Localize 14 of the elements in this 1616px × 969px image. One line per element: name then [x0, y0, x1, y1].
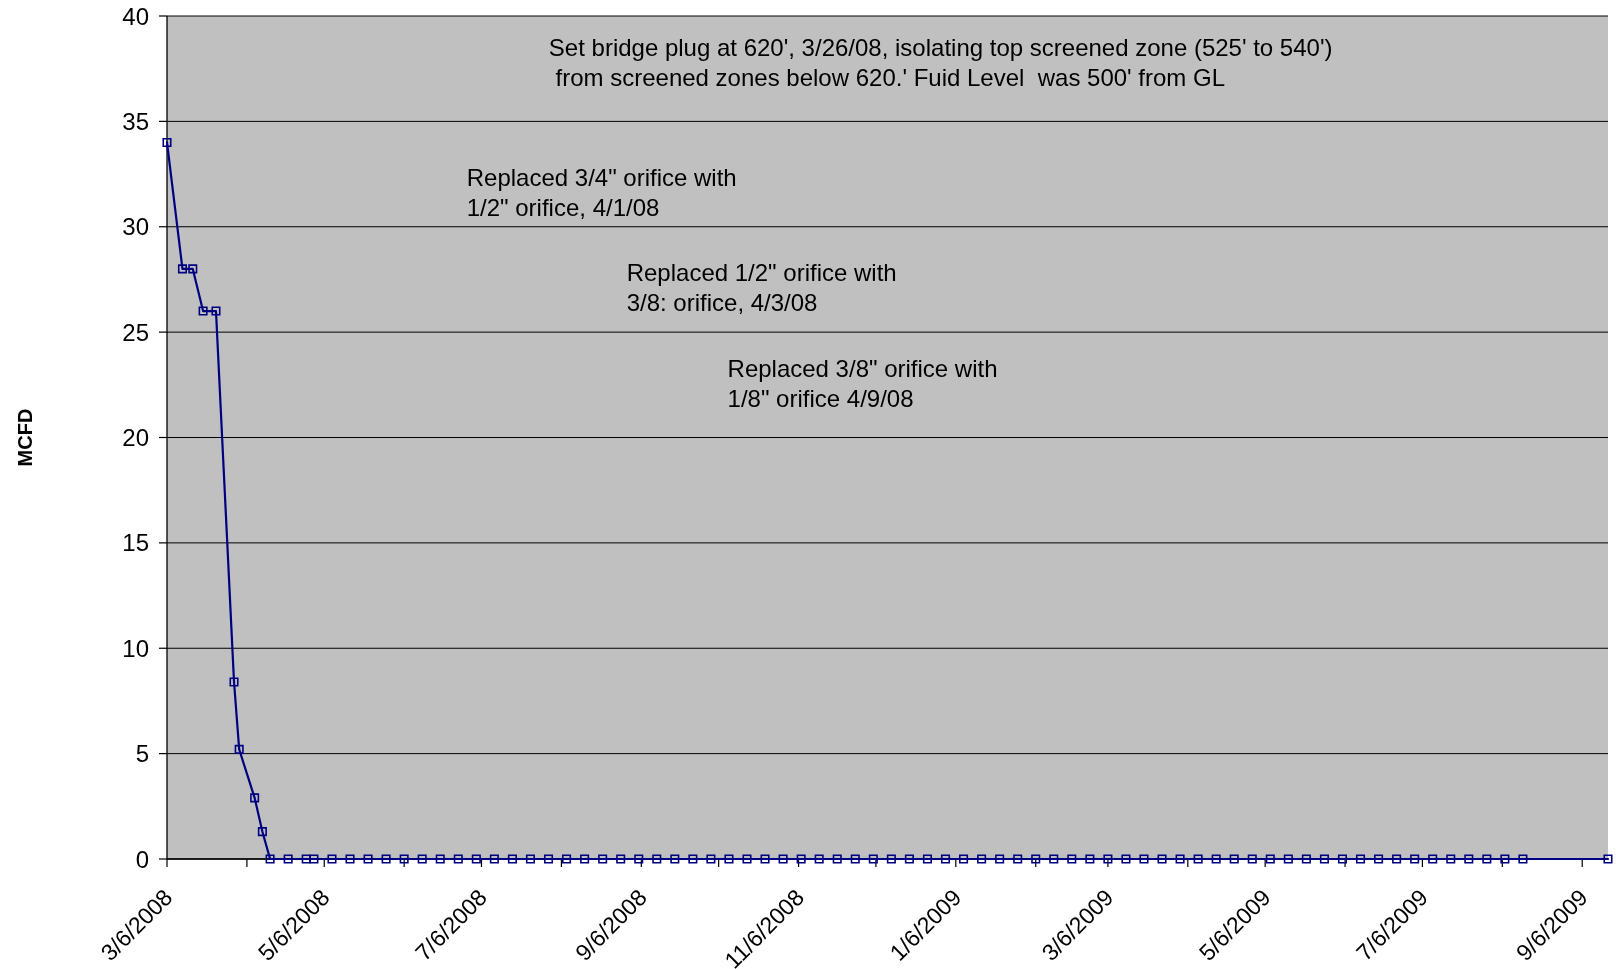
annotation: Replaced 3/4" orifice with 1/2" orifice, 4/1/08 — [466, 163, 737, 221]
y-tick-label: 30 — [122, 213, 149, 241]
y-tick-label: 15 — [122, 529, 149, 557]
y-tick-label: 10 — [122, 634, 149, 662]
y-tick-label: 0 — [135, 845, 149, 873]
y-tick-label: 35 — [122, 107, 149, 135]
annotation: Replaced 3/8" orifice with 1/8" orifice 4/9/08 — [727, 354, 998, 412]
y-tick-label: 5 — [135, 740, 149, 768]
y-tick-label: 40 — [122, 2, 149, 30]
y-tick-label: 25 — [122, 318, 149, 346]
annotation: Set bridge plug at 620', 3/26/08, isolating top screened zone (525' to 540') from screened zones below 620.' Fuid Level was 500' from GL — [548, 33, 1333, 91]
annotation: Replaced 1/2" orifice with 3/8: orifice, 4/3/08 — [626, 258, 897, 316]
y-tick-label: 20 — [122, 424, 149, 451]
y-axis-title: MCFD — [14, 408, 36, 467]
